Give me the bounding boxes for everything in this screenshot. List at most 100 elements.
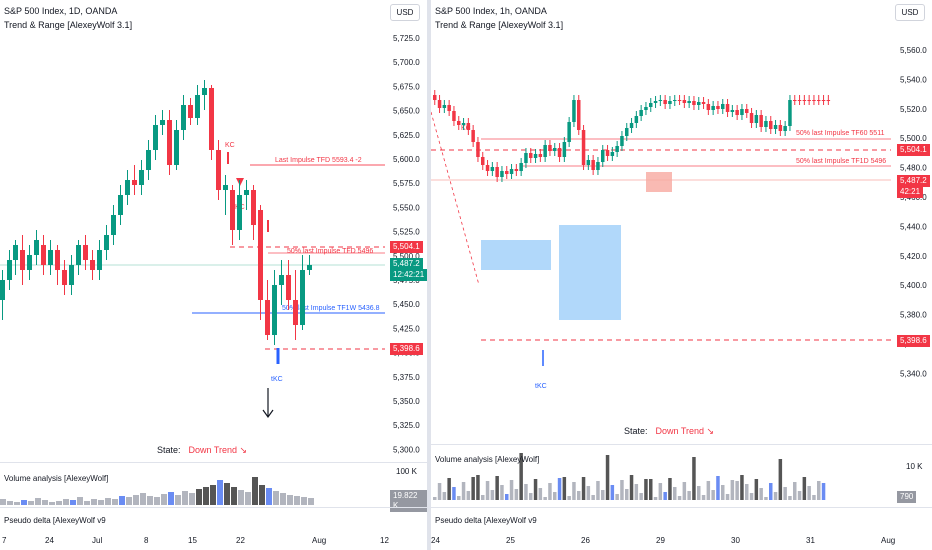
right-range-box-3 <box>646 172 672 192</box>
right-candle-body <box>730 110 735 112</box>
right-volume-bar <box>548 483 552 500</box>
right-candle-body <box>697 102 701 105</box>
right-candle-body <box>572 100 576 122</box>
right-candle-body <box>476 142 480 157</box>
left-volume-bar <box>231 487 237 505</box>
right-volume-bar <box>447 478 451 500</box>
right-volume-bar <box>749 493 754 500</box>
left-symbol-title[interactable]: S&P 500 Index, 1D, OANDA <box>4 6 118 16</box>
left-currency-button[interactable]: USD <box>390 4 420 21</box>
right-volume-bar <box>764 497 768 500</box>
right-state-value: Down Trend ↘ <box>655 426 715 436</box>
left-kc1-text: KC <box>225 142 235 149</box>
right-range-box-1 <box>481 240 551 270</box>
right-candle-body <box>586 160 591 165</box>
left-price-tick: 5,300.0 <box>393 445 420 454</box>
right-candle-body <box>682 100 687 103</box>
left-candle-body <box>223 185 228 190</box>
right-volume-bar <box>812 495 816 500</box>
left-chart-pane[interactable]: S&P 500 Index, 1D, OANDA Trend & Range [… <box>0 0 428 550</box>
right-volume-bar <box>716 476 720 500</box>
right-volume-bar <box>500 485 504 500</box>
right-candle-body <box>745 109 749 113</box>
right-candle-body <box>821 100 826 101</box>
left-volume-bar <box>77 497 83 505</box>
right-candle-body <box>562 142 567 157</box>
left-volume-bar <box>196 489 202 505</box>
right-volume-separator[interactable] <box>431 444 932 445</box>
right-volume-label[interactable]: Volume analysis [AlexeyWolf] <box>435 455 540 464</box>
left-price-tick: 5,575.0 <box>393 179 420 188</box>
right-volume-bar <box>788 496 792 500</box>
left-chart-canvas[interactable]: KC KC Last Impulse TFD 5593.4 -2 50% las… <box>0 0 427 550</box>
right-candle-body <box>524 153 528 163</box>
left-volume-scale: 100 K <box>396 467 417 476</box>
right-candle-body <box>485 165 490 171</box>
left-candle-body <box>195 95 200 118</box>
right-indicator-title[interactable]: Trend & Range [AlexeyWolf 3.1] <box>435 20 564 30</box>
right-volume-bar <box>769 483 773 500</box>
left-candle-body <box>55 250 60 270</box>
left-delta-separator[interactable] <box>0 507 427 508</box>
right-candle-body <box>610 152 615 156</box>
left-volume-bar <box>203 487 209 505</box>
left-candle-body <box>251 190 256 225</box>
left-time-tick: 24 <box>45 536 54 545</box>
right-candle-body <box>759 115 763 127</box>
left-state-value: Down Trend ↘ <box>188 445 248 455</box>
right-volume-bar <box>490 490 495 500</box>
left-volume-separator[interactable] <box>0 462 427 463</box>
left-indicator-title[interactable]: Trend & Range [AlexeyWolf 3.1] <box>4 20 133 30</box>
right-price-tick: 5,500.0 <box>900 134 927 143</box>
right-candle-body <box>596 162 600 170</box>
right-volume-bar <box>553 492 557 500</box>
right-volume-bar <box>485 481 490 500</box>
right-volume-bar <box>797 491 802 500</box>
right-delta-separator[interactable] <box>431 507 932 508</box>
pane-splitter[interactable] <box>427 0 431 550</box>
right-countdown-tag: 42:21 <box>897 186 924 198</box>
right-volume-bar <box>466 491 471 500</box>
left-delta-label[interactable]: Pseudo delta [AlexeyWolf v9 <box>4 516 106 525</box>
right-volume-bar <box>610 485 615 500</box>
right-candle-body <box>567 122 571 142</box>
left-candle-body <box>293 300 298 325</box>
left-volume-bar <box>105 498 111 505</box>
right-candle-body <box>452 111 456 121</box>
right-candle-body <box>668 101 672 104</box>
left-time-axis[interactable]: 7 24 Jul 8 15 22 Aug 12 <box>0 534 427 550</box>
right-fifty-60-text: 50% last Impulse TF60 5511 <box>796 130 885 137</box>
right-time-axis[interactable]: 24 25 26 29 30 31 Aug <box>431 534 932 550</box>
left-countdown-tag: 12:42:21 <box>390 269 428 281</box>
left-candle-body <box>76 245 81 265</box>
right-candle-body <box>769 121 773 129</box>
right-volume-bar <box>457 496 461 500</box>
right-volume-bar <box>706 481 711 500</box>
left-volume-label[interactable]: Volume analysis [AlexeyWolf] <box>4 474 109 483</box>
right-chart-canvas[interactable]: KC 50% last Impulse TF60 5511 50% last I… <box>431 0 932 550</box>
left-price-tick: 5,525.0 <box>393 228 420 237</box>
left-candle-body <box>244 190 249 195</box>
left-time-tick: 15 <box>188 536 197 545</box>
right-candle-body <box>457 121 461 125</box>
left-price-tick: 5,550.0 <box>393 203 420 212</box>
right-chart-pane[interactable]: S&P 500 Index, 1h, OANDA Trend & Range [… <box>431 0 932 550</box>
right-candle-body <box>553 148 557 151</box>
left-candle-body <box>125 180 130 195</box>
right-candle-body <box>754 115 759 123</box>
left-time-tick: 12 <box>380 536 389 545</box>
right-delta-label[interactable]: Pseudo delta [AlexeyWolf v9 <box>435 516 537 525</box>
right-currency-button[interactable]: USD <box>895 4 925 21</box>
left-volume-bar <box>252 477 258 505</box>
left-price-tick: 5,650.0 <box>393 107 420 116</box>
left-candle-body <box>139 170 144 185</box>
right-symbol-title[interactable]: S&P 500 Index, 1h, OANDA <box>435 6 547 16</box>
left-volume-bar <box>119 496 125 505</box>
right-candle-body <box>519 163 523 171</box>
right-candle-body <box>677 100 682 101</box>
right-volume-bar <box>495 476 499 500</box>
right-volume-bar <box>649 479 653 500</box>
right-candle-body <box>533 154 538 158</box>
left-candle-body <box>188 105 193 118</box>
right-state-indicator: State: Down Trend ↘ <box>624 426 714 437</box>
